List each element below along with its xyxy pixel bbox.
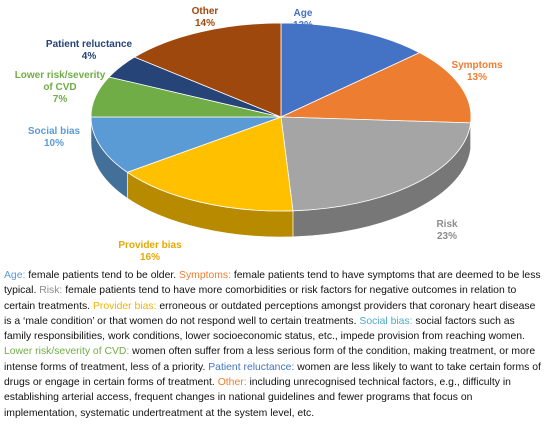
caption-term-3: Provider bias:: [92, 300, 157, 312]
pie-slice-social-bias: [90, 116, 282, 173]
caption-text-7: including unrecognised technical factors…: [4, 377, 511, 419]
pie-label-risk: Risk 23%: [436, 219, 458, 242]
caption-term-6: Patient reluctance:: [208, 361, 295, 373]
caption-term-7: Other:: [217, 377, 247, 389]
pie-label-social-bias: Social bias 10%: [28, 126, 81, 149]
pie-label-patient-reluctance: Patient reluctance 4%: [46, 39, 133, 62]
caption-text-1: female patients tend to have symptoms th…: [4, 270, 541, 297]
pie-slice-risk: [280, 116, 472, 212]
caption-term-0: Age:: [4, 270, 26, 281]
caption-text-3: erroneous or outdated perceptions amongs…: [4, 300, 536, 327]
pie-chart: Age 13% Symptoms 13% Risk 23% Provider bias 16%…: [15, 6, 503, 263]
pie-slice-symptoms: [280, 52, 472, 124]
caption-text-6: women are less likely to want to take ce…: [4, 361, 541, 389]
pie-label-symptoms: Symptoms 13%: [451, 60, 503, 83]
pie-slice-provider-bias: [126, 116, 294, 212]
pie-slice-age: [280, 22, 421, 118]
pie-label-age: Age 13%: [293, 8, 313, 31]
caption-text-2: female patients tend to have more comorb…: [4, 285, 517, 312]
caption-term-4: Social bias:: [359, 315, 413, 327]
pie-labels: Age 13% Symptoms 13% Risk 23% Provider bias 16%…: [15, 6, 503, 263]
caption-term-5: Lower risk/severity of CVD:: [4, 346, 130, 358]
pie-label-other: Other 14%: [192, 6, 219, 29]
pie-slices: [90, 22, 472, 212]
caption-text-5: women often suffer from a less serious f…: [4, 346, 536, 373]
caption-text-0: female patients tend to be older.: [25, 270, 180, 281]
pie-slice-other: [133, 22, 282, 118]
pie-label-lower-risk-severity-of-cvd: Lower risk/severity of CVD 7%: [15, 70, 106, 105]
caption-text-4: social factors such as family responsibi…: [4, 315, 525, 343]
caption-term-2: Risk:: [39, 285, 63, 297]
chart-caption: Age: female patients tend to be older. S…: [4, 268, 544, 421]
pie-label-provider-bias: Provider bias 16%: [118, 240, 182, 263]
caption-term-1: Symptoms:: [179, 270, 231, 281]
